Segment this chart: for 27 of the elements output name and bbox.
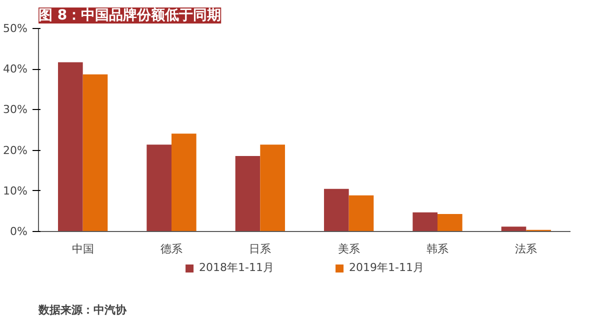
x-tick-label: 美系 — [338, 242, 360, 256]
legend-label: 2018年1-11月 — [199, 260, 274, 275]
bar — [348, 195, 374, 232]
y-tick-label: 10% — [3, 184, 28, 198]
bar — [58, 62, 83, 232]
x-tick-label: 法系 — [515, 242, 538, 256]
legend-label: 2019年1-11月 — [349, 260, 424, 275]
x-tick-label: 中国 — [72, 242, 94, 256]
chart-title: 图 8：中国品牌份额低于同期 — [38, 6, 222, 24]
y-tick-label: 30% — [3, 103, 28, 116]
bar — [146, 144, 172, 232]
bar — [324, 188, 349, 232]
x-tick-label: 韩系 — [426, 242, 448, 256]
y-tick-label: 0% — [10, 225, 28, 238]
bar — [412, 212, 438, 232]
bar — [172, 134, 196, 232]
bar — [501, 226, 526, 232]
bar — [82, 74, 108, 232]
y-tick-label: 50% — [3, 22, 28, 35]
bar — [438, 214, 462, 232]
y-tick-label: 40% — [3, 62, 28, 76]
source-note: 数据来源：中汽协 — [38, 304, 128, 316]
bar — [260, 144, 285, 232]
x-tick-label: 日系 — [249, 242, 272, 256]
y-tick-label: 20% — [3, 144, 28, 157]
x-tick-label: 德系 — [160, 242, 182, 256]
bar — [235, 156, 260, 232]
